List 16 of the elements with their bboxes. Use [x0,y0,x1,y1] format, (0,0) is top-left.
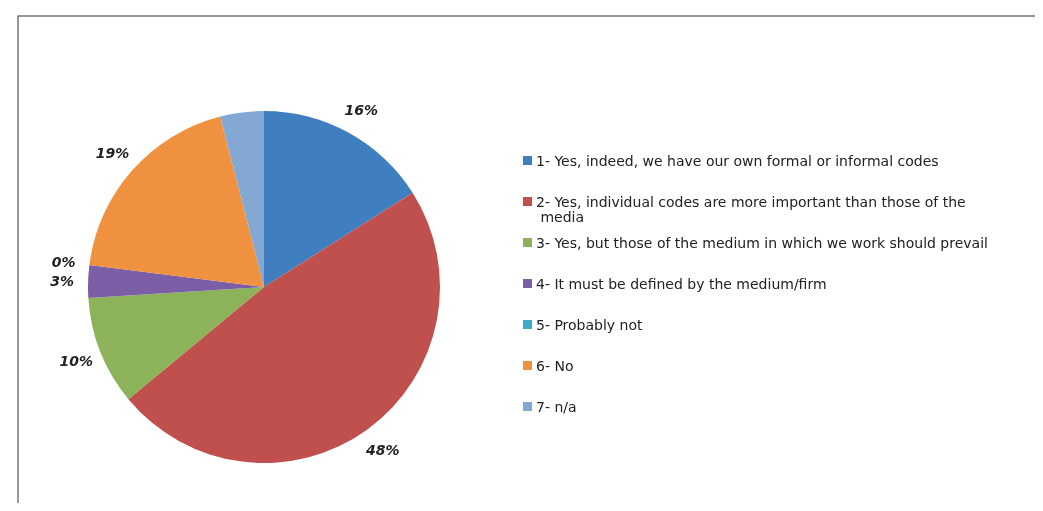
data-label: 3% [50,272,74,289]
legend-label: 5- Probably not [536,317,644,333]
pie-slice [128,192,440,463]
data-label: 19% [95,145,130,162]
data-label: 10% [59,353,93,370]
legend-label: 3- Yes, but those of the medium in which we work should prevail [536,235,988,251]
legend-label: 4- It must be defined by the medium/firm [536,276,827,292]
legend-label: 1- Yes, indeed, we have our own formal or informal codes [536,153,939,169]
legend-label: 6- No [536,358,574,374]
data-label: 16% [344,101,379,118]
legend-label: 2- Yes, individual codes are more important than those of the media [536,194,966,225]
pie-slice [89,116,264,287]
text: 0% [51,253,76,270]
legend-label: 7- n/a [536,399,577,415]
data-label: 48% [364,442,400,459]
pie-slice [220,111,264,287]
